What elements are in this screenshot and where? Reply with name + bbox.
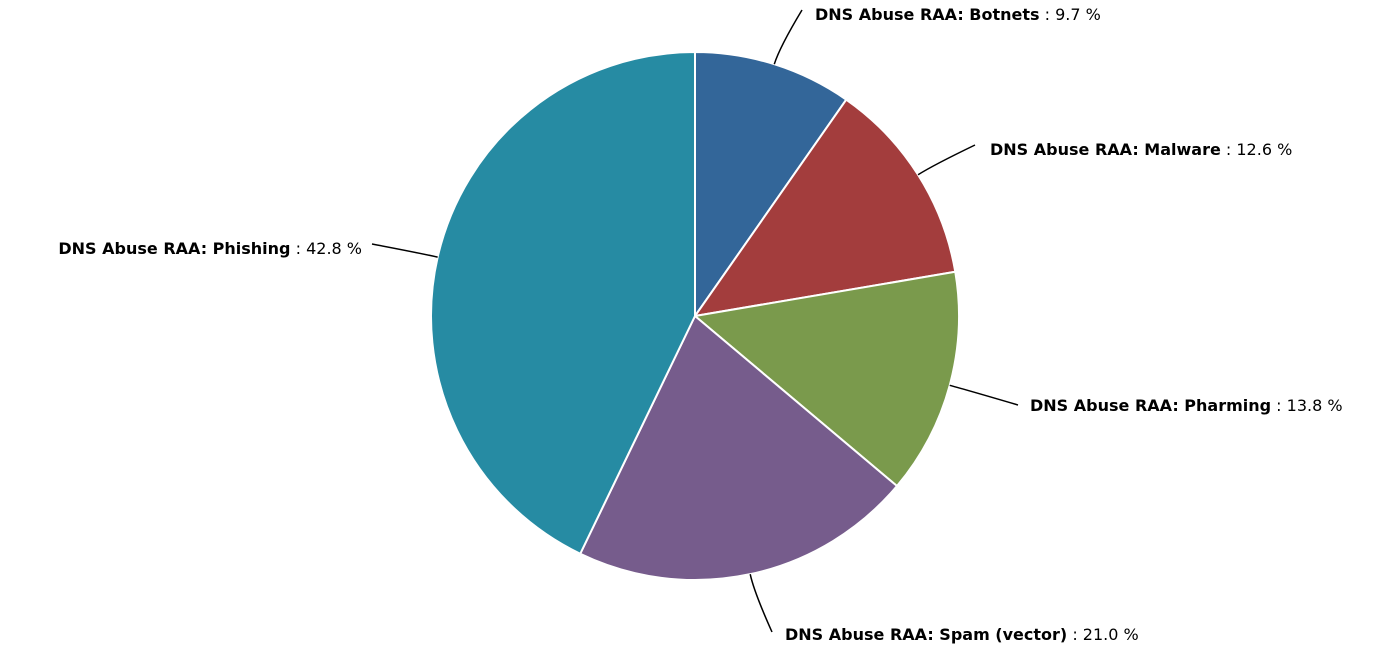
- pie-slice-malware[interactable]: [692, 98, 957, 318]
- slice-label-value: : 42.8 %: [291, 239, 362, 258]
- slice-label-botnets: DNS Abuse RAA: Botnets : 9.7 %: [815, 5, 1101, 24]
- slice-label-spam-vector: DNS Abuse RAA: Spam (vector) : 21.0 %: [785, 625, 1139, 644]
- pie-slices: [430, 50, 960, 581]
- slice-label-malware: DNS Abuse RAA: Malware : 12.6 %: [990, 140, 1292, 159]
- slice-label-name: DNS Abuse RAA: Spam (vector): [785, 625, 1067, 644]
- connector-spam-vector: [749, 574, 773, 633]
- connector-phishing: [371, 243, 438, 258]
- slice-label-value: : 9.7 %: [1040, 5, 1101, 24]
- slice-label-value: : 21.0 %: [1067, 625, 1138, 644]
- slice-label-name: DNS Abuse RAA: Malware: [990, 140, 1221, 159]
- slice-label-phishing: DNS Abuse RAA: Phishing : 42.8 %: [58, 239, 362, 258]
- connector-botnets: [773, 9, 803, 65]
- label-connectors: [371, 9, 1019, 633]
- slice-label-pharming: DNS Abuse RAA: Pharming : 13.8 %: [1030, 396, 1343, 415]
- slice-label-value: : 13.8 %: [1271, 396, 1342, 415]
- pie-slice-botnets[interactable]: [694, 50, 848, 320]
- slice-label-value: : 12.6 %: [1221, 140, 1292, 159]
- slice-labels: DNS Abuse RAA: Botnets : 9.7 %DNS Abuse …: [58, 5, 1342, 644]
- slice-label-name: DNS Abuse RAA: Phishing: [58, 239, 290, 258]
- slice-label-name: DNS Abuse RAA: Pharming: [1030, 396, 1271, 415]
- connector-malware: [917, 144, 976, 176]
- pie-slice-pharming[interactable]: [692, 270, 960, 488]
- connector-pharming: [949, 384, 1019, 406]
- slice-label-name: DNS Abuse RAA: Botnets: [815, 5, 1040, 24]
- pie-slice-phishing[interactable]: [430, 50, 696, 556]
